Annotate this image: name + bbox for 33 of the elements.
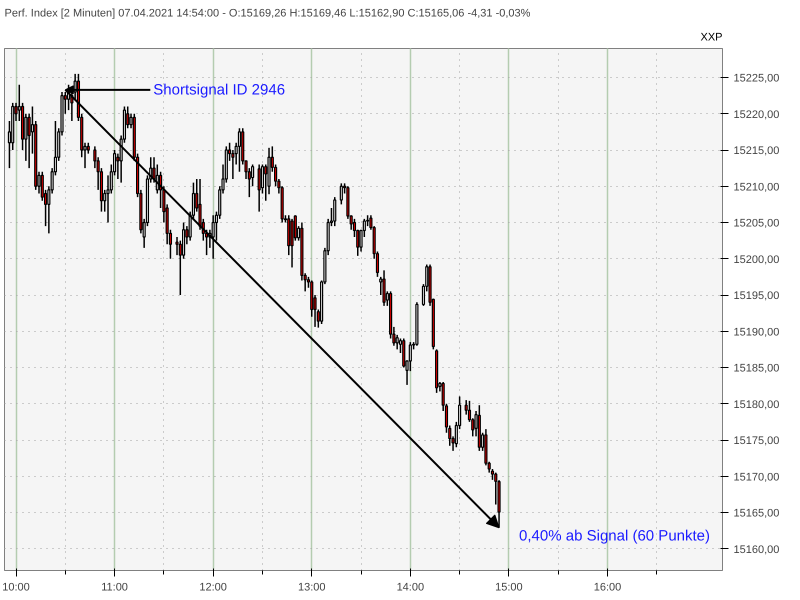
candlestick xyxy=(340,182,343,206)
x-tick-label: 12:00 xyxy=(199,582,227,594)
y-tick-label: 15215,00 xyxy=(734,145,780,157)
candlestick xyxy=(408,341,412,372)
x-tick-label: 10:00 xyxy=(2,582,30,594)
annotation: 0,40% ab Signal (60 Punkte) xyxy=(519,528,710,545)
chart-title: Perf. Index [2 Minuten] 07.04.2021 14:54:00 - O:15169,26 H:15169,46 L:15162,90 C:15165,06 -4,31 -0,03% xyxy=(4,8,531,20)
y-tick-label: 15160,00 xyxy=(734,544,780,556)
x-tick-label: 11:00 xyxy=(101,582,128,594)
y-tick-label: 15170,00 xyxy=(734,471,780,484)
candlestick xyxy=(212,214,215,260)
candlestick xyxy=(238,128,242,172)
y-tick-label: 15175,00 xyxy=(734,435,780,447)
x-tick-label: 15:00 xyxy=(495,582,523,594)
y-tick-label: 15180,00 xyxy=(734,398,780,411)
y-tick-label: 15185,00 xyxy=(734,362,780,374)
y-tick-label: 15210,00 xyxy=(734,181,780,194)
x-tick-label: 13:00 xyxy=(298,582,326,594)
y-tick-label: 15225,00 xyxy=(734,72,780,84)
y-tick-label: 15190,00 xyxy=(734,326,780,338)
y-tick-label: 15200,00 xyxy=(734,254,780,266)
candlestick xyxy=(382,270,386,307)
y-tick-label: 15195,00 xyxy=(734,290,780,302)
candlestick xyxy=(396,334,399,350)
y-tick-label: 15165,00 xyxy=(734,508,780,520)
annotation: Shortsignal ID 2946 xyxy=(153,81,286,98)
y-tick-label: 15205,00 xyxy=(734,218,780,230)
x-tick-label: 16:00 xyxy=(594,582,622,594)
y-tick-label: 15220,00 xyxy=(734,108,780,121)
x-tick-label: 14:00 xyxy=(396,582,424,594)
candlestick xyxy=(333,196,336,227)
text: XXP xyxy=(700,32,723,44)
candlestick xyxy=(258,164,261,212)
